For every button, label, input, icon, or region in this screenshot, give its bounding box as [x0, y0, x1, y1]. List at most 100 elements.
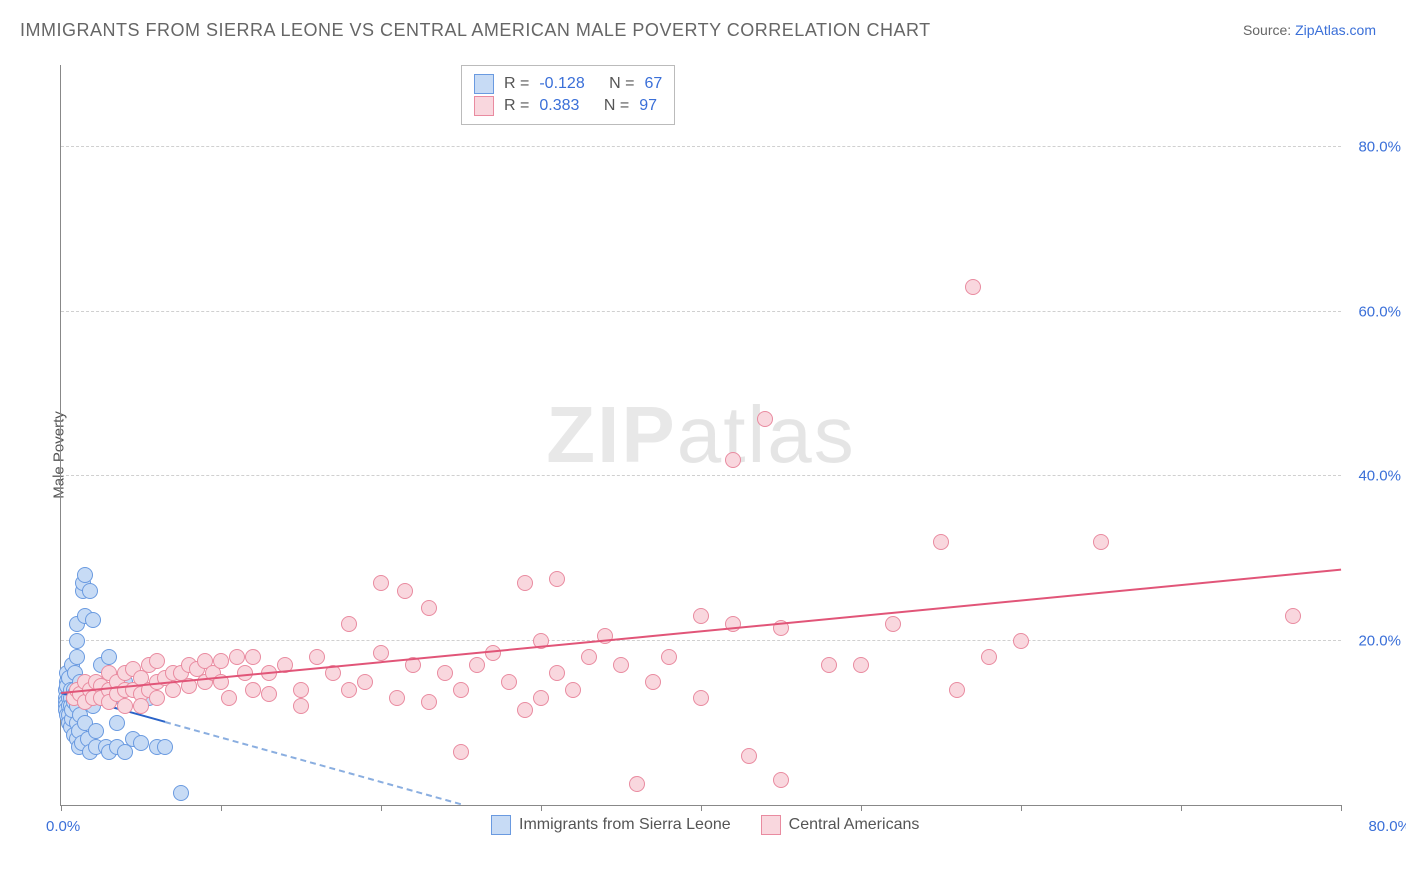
data-point-sierra [69, 649, 85, 665]
data-point-central [773, 772, 789, 788]
data-point-central [501, 674, 517, 690]
data-point-central [149, 690, 165, 706]
data-point-sierra [133, 735, 149, 751]
swatch-central [474, 96, 494, 116]
correlation-row-central: R = 0.383 N = 97 [474, 96, 662, 116]
watermark: ZIPatlas [546, 389, 855, 481]
data-point-central [965, 279, 981, 295]
legend-label-central: Central Americans [789, 816, 920, 834]
gridline [61, 640, 1341, 641]
data-point-central [245, 649, 261, 665]
data-point-sierra [109, 715, 125, 731]
data-point-central [757, 411, 773, 427]
data-point-sierra [157, 739, 173, 755]
plot-region: ZIPatlas R = -0.128 N = 67 R = 0.383 N =… [60, 65, 1341, 806]
data-point-central [853, 657, 869, 673]
data-point-central [741, 748, 757, 764]
n-label: N = [609, 75, 634, 93]
correlation-box: R = -0.128 N = 67 R = 0.383 N = 97 [461, 65, 675, 125]
x-tick-label-min: 0.0% [46, 818, 80, 835]
data-point-central [213, 653, 229, 669]
data-point-central [949, 682, 965, 698]
source-prefix: Source: [1243, 22, 1295, 38]
data-point-central [293, 698, 309, 714]
data-point-central [821, 657, 837, 673]
data-point-central [725, 452, 741, 468]
trend-line-extrapolated [165, 721, 462, 805]
data-point-central [341, 682, 357, 698]
x-tick [541, 805, 542, 811]
data-point-central [421, 600, 437, 616]
data-point-central [453, 744, 469, 760]
data-point-central [373, 645, 389, 661]
source-link[interactable]: ZipAtlas.com [1295, 22, 1376, 38]
n-value-central: 97 [639, 97, 657, 115]
data-point-central [397, 583, 413, 599]
data-point-central [885, 616, 901, 632]
y-tick-label: 60.0% [1358, 303, 1401, 320]
data-point-central [357, 674, 373, 690]
data-point-central [133, 698, 149, 714]
data-point-central [693, 690, 709, 706]
data-point-central [373, 575, 389, 591]
data-point-central [309, 649, 325, 665]
y-tick-label: 80.0% [1358, 139, 1401, 156]
data-point-central [693, 608, 709, 624]
data-point-central [549, 571, 565, 587]
x-tick [1341, 805, 1342, 811]
data-point-sierra [85, 612, 101, 628]
data-point-central [469, 657, 485, 673]
x-tick [1021, 805, 1022, 811]
data-point-central [341, 616, 357, 632]
source-attribution: Source: ZipAtlas.com [1243, 22, 1376, 38]
gridline [61, 146, 1341, 147]
data-point-sierra [77, 567, 93, 583]
r-value-central: 0.383 [539, 97, 579, 115]
data-point-central [389, 690, 405, 706]
r-value-sierra: -0.128 [539, 75, 584, 93]
x-tick [221, 805, 222, 811]
data-point-central [149, 653, 165, 669]
data-point-central [165, 682, 181, 698]
data-point-central [117, 698, 133, 714]
n-label: N = [604, 97, 629, 115]
chart-title: IMMIGRANTS FROM SIERRA LEONE VS CENTRAL … [20, 20, 931, 41]
x-tick [381, 805, 382, 811]
x-tick-label-max: 80.0% [1368, 818, 1406, 835]
data-point-central [1285, 608, 1301, 624]
swatch-sierra [474, 74, 494, 94]
data-point-central [421, 694, 437, 710]
data-point-central [437, 665, 453, 681]
legend-swatch-sierra [491, 815, 511, 835]
legend-swatch-central [761, 815, 781, 835]
trend-line [61, 569, 1341, 694]
y-tick-label: 20.0% [1358, 632, 1401, 649]
data-point-central [1093, 534, 1109, 550]
data-point-central [581, 649, 597, 665]
data-point-central [453, 682, 469, 698]
legend-label-sierra: Immigrants from Sierra Leone [519, 816, 731, 834]
data-point-central [517, 575, 533, 591]
data-point-central [933, 534, 949, 550]
watermark-light: atlas [677, 390, 856, 479]
data-point-central [565, 682, 581, 698]
data-point-sierra [82, 583, 98, 599]
data-point-central [981, 649, 997, 665]
gridline [61, 311, 1341, 312]
data-point-sierra [173, 785, 189, 801]
data-point-central [629, 776, 645, 792]
legend-item-central: Central Americans [761, 815, 920, 835]
r-label: R = [504, 97, 529, 115]
data-point-central [533, 690, 549, 706]
data-point-central [613, 657, 629, 673]
x-tick [701, 805, 702, 811]
data-point-central [661, 649, 677, 665]
gridline [61, 475, 1341, 476]
data-point-central [261, 686, 277, 702]
data-point-central [229, 649, 245, 665]
r-label: R = [504, 75, 529, 93]
n-value-sierra: 67 [645, 75, 663, 93]
y-tick-label: 40.0% [1358, 468, 1401, 485]
x-tick [1181, 805, 1182, 811]
data-point-central [245, 682, 261, 698]
